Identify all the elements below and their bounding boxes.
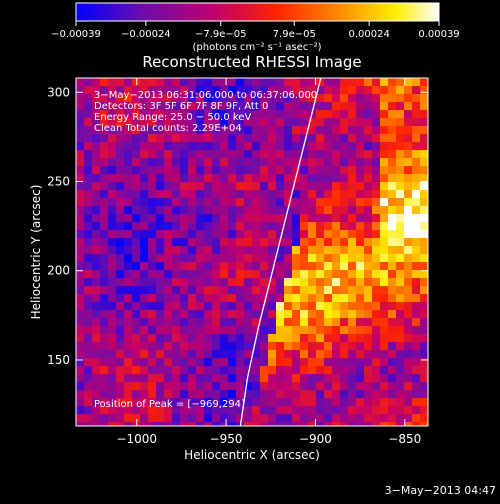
annotation-clean: Clean Total counts: 2.29E+04 <box>94 123 242 134</box>
colorbar-tick-label: 0.00024 <box>349 29 390 40</box>
footer-date: 3−May−2013 04:47 <box>385 484 496 497</box>
x-tick-label: −950 <box>210 432 243 446</box>
y-tick-label: 150 <box>47 353 70 367</box>
colorbar-gradient <box>75 2 440 22</box>
annotation-time-range: 3−May−2013 06:31:06.000 to 06:37:06.000 <box>94 90 317 101</box>
plot-area: −1000 −950 −900 −850 150 200 250 300 3−May−2013… <box>47 77 429 446</box>
x-tick-label: −1000 <box>116 432 157 446</box>
colorbar-tick-label: −0.00024 <box>121 29 171 40</box>
colorbar-ticks: −0.00039 −0.00024 −7.9e−05 7.9e−05 0.00024 0.… <box>51 21 460 40</box>
y-axis-title: Heliocentric Y (arcsec) <box>29 185 43 320</box>
colorbar-tick-label: 7.9e−05 <box>273 29 316 40</box>
y-tick-label: 200 <box>47 264 70 278</box>
heatmap-image <box>76 78 428 426</box>
solar-limb-curve <box>239 78 322 426</box>
x-axis-title: Heliocentric X (arcsec) <box>184 448 320 462</box>
annotation-energy: Energy Range: 25.0 − 50.0 keV <box>94 112 251 123</box>
colorbar: −0.00039 −0.00024 −7.9e−05 7.9e−05 0.00024 0.… <box>51 2 460 53</box>
colorbar-units: (photons cm⁻² s⁻¹ asec⁻²) <box>192 42 321 53</box>
plot-frame <box>75 77 429 427</box>
x-tick-label: −850 <box>388 432 421 446</box>
x-tick-label: −900 <box>299 432 332 446</box>
y-tick-label: 300 <box>47 85 70 99</box>
y-tick-label: 250 <box>47 175 70 189</box>
colorbar-tick-label: 0.00039 <box>418 29 459 40</box>
chart-title: Reconstructed RHESSI Image <box>142 53 361 71</box>
colorbar-tick-label: −7.9e−05 <box>195 29 247 40</box>
annotation-peak: Position of Peak = [−969,294] <box>94 399 245 410</box>
colorbar-tick-label: −0.00039 <box>51 29 101 40</box>
annotation-detectors: Detectors: 3F 5F 6F 7F 8F 9F, Att 0 <box>94 101 268 112</box>
axis-ticks: −1000 −950 −900 −850 150 200 250 300 <box>47 78 428 446</box>
